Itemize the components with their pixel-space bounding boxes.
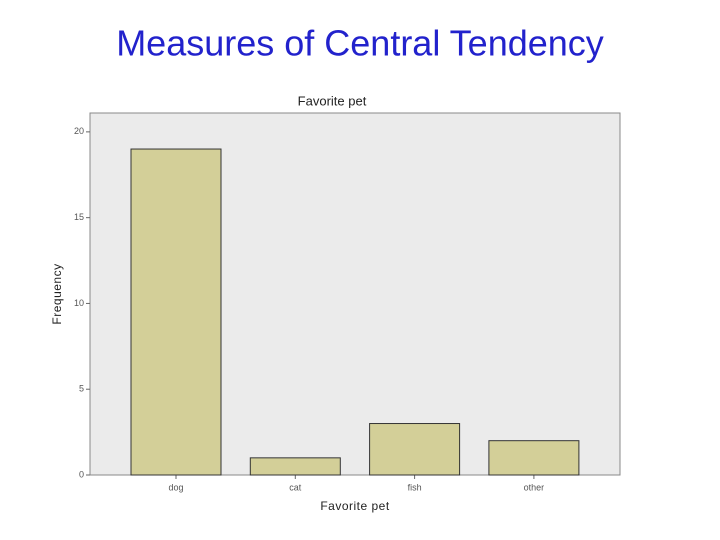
y-tick-label: 5 — [79, 384, 84, 394]
y-tick-label: 20 — [74, 126, 84, 136]
x-axis-label: Favorite pet — [320, 499, 390, 513]
bar — [488, 440, 580, 476]
y-axis-label: Frequency — [50, 263, 64, 324]
y-tick-label: 0 — [79, 469, 84, 479]
bar — [249, 457, 341, 476]
bar — [130, 148, 222, 476]
x-tick-label: fish — [408, 482, 422, 492]
x-tick-label: other — [524, 482, 545, 492]
x-tick-label: cat — [289, 482, 302, 492]
y-tick-label: 10 — [74, 298, 84, 308]
bar — [369, 423, 461, 476]
x-tick-label: dog — [168, 482, 183, 492]
chart-title: Favorite pet — [298, 93, 367, 108]
y-tick-label: 15 — [74, 212, 84, 222]
slide-title: Measures of Central Tendency — [116, 23, 604, 64]
